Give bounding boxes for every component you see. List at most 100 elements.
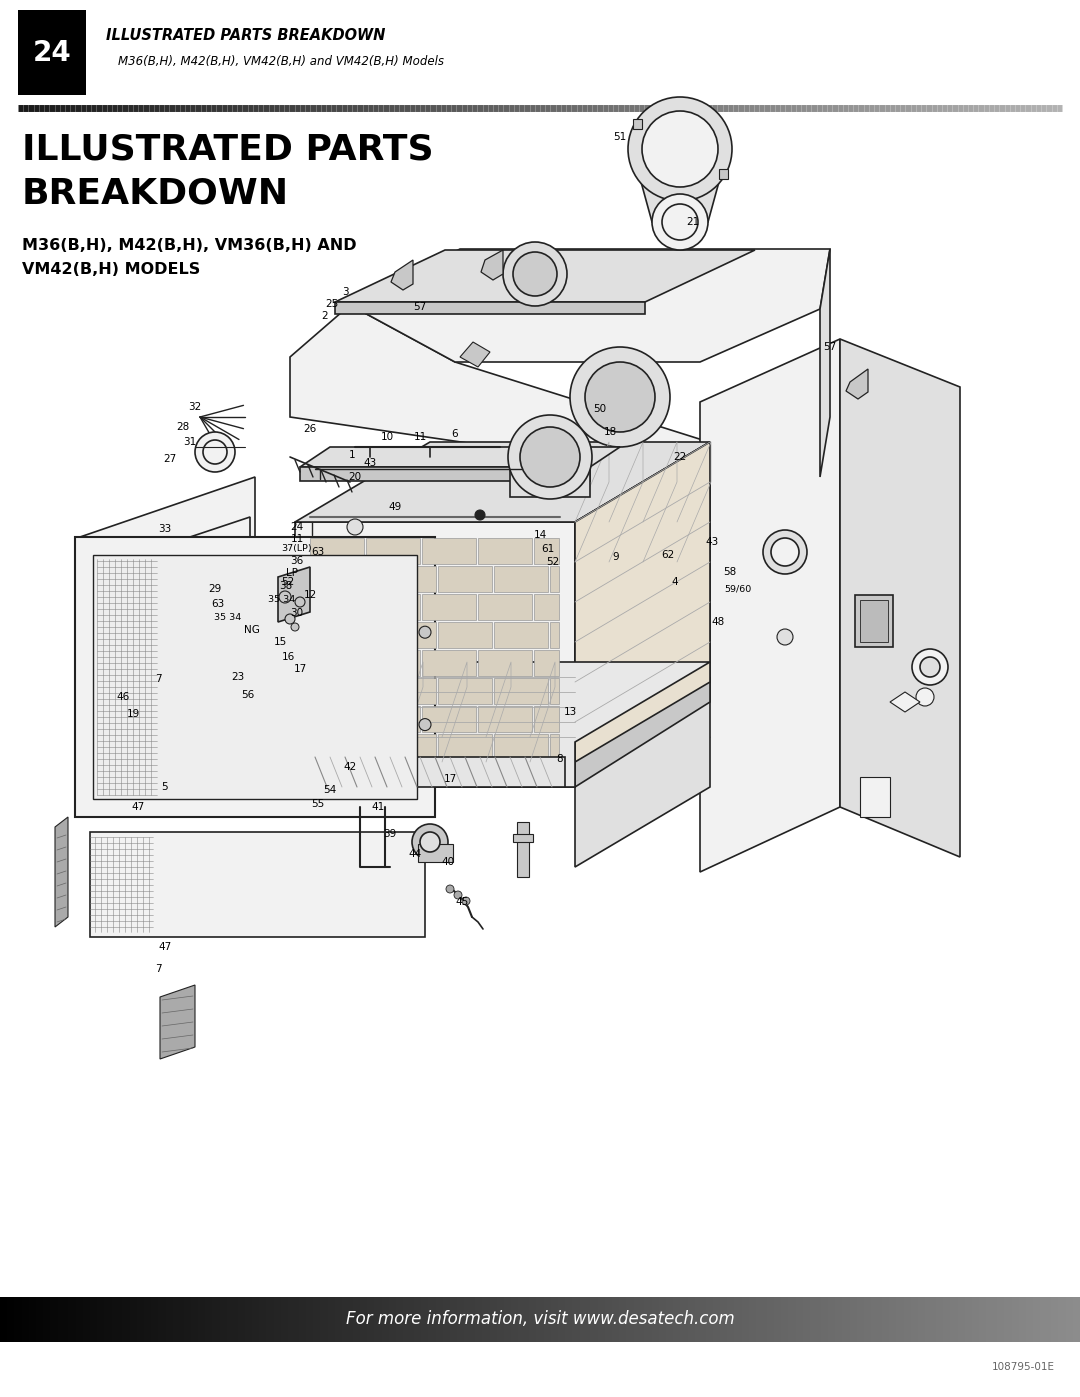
Bar: [1055, 1296, 1058, 1343]
Text: 13: 13: [564, 707, 577, 717]
Bar: [208, 1296, 213, 1343]
Bar: [494, 566, 548, 592]
Bar: [478, 1296, 483, 1343]
Circle shape: [446, 886, 454, 893]
Text: 32: 32: [188, 402, 202, 412]
Bar: [353, 1296, 356, 1343]
Text: 48: 48: [712, 617, 725, 627]
Bar: [1066, 1296, 1069, 1343]
Bar: [680, 1296, 685, 1343]
Text: 28: 28: [176, 422, 190, 432]
Bar: [306, 1296, 310, 1343]
Polygon shape: [291, 305, 820, 476]
Bar: [83, 1296, 86, 1343]
Bar: [983, 1296, 987, 1343]
Bar: [666, 1296, 670, 1343]
Bar: [534, 538, 559, 564]
Circle shape: [462, 897, 470, 905]
Bar: [781, 1296, 785, 1343]
Bar: [1012, 1296, 1015, 1343]
Bar: [508, 1296, 512, 1343]
Bar: [32, 1296, 37, 1343]
Bar: [424, 1296, 429, 1343]
Bar: [742, 1296, 745, 1343]
Polygon shape: [93, 555, 417, 799]
Text: 57: 57: [823, 342, 837, 352]
Polygon shape: [160, 985, 195, 1059]
Polygon shape: [391, 260, 413, 291]
Circle shape: [519, 427, 580, 488]
Bar: [1023, 1296, 1026, 1343]
Text: 35 34: 35 34: [268, 595, 296, 604]
Text: 41: 41: [372, 802, 384, 812]
Bar: [500, 1296, 504, 1343]
Bar: [713, 1296, 717, 1343]
Circle shape: [777, 629, 793, 645]
Bar: [900, 1296, 904, 1343]
Bar: [1044, 1296, 1048, 1343]
Bar: [532, 1296, 537, 1343]
Bar: [756, 1296, 760, 1343]
Bar: [332, 1296, 335, 1343]
Bar: [154, 1296, 159, 1343]
Bar: [799, 1296, 804, 1343]
Bar: [3, 1296, 8, 1343]
Text: 26: 26: [303, 425, 316, 434]
Bar: [54, 1296, 58, 1343]
Bar: [551, 1296, 555, 1343]
Text: 1: 1: [349, 450, 355, 460]
Circle shape: [295, 597, 305, 608]
Polygon shape: [460, 342, 490, 367]
Bar: [774, 1296, 778, 1343]
Polygon shape: [350, 249, 831, 362]
Text: 29: 29: [208, 584, 221, 594]
Bar: [821, 1296, 825, 1343]
Bar: [281, 1296, 285, 1343]
Bar: [994, 1296, 998, 1343]
Bar: [720, 1296, 724, 1343]
Bar: [576, 1296, 580, 1343]
Bar: [623, 1296, 626, 1343]
Bar: [418, 1296, 421, 1343]
Bar: [202, 1296, 205, 1343]
Bar: [349, 1296, 353, 1343]
Text: 24: 24: [32, 39, 71, 67]
Bar: [400, 1296, 404, 1343]
Bar: [569, 1296, 572, 1343]
Text: 15: 15: [273, 637, 286, 647]
Bar: [550, 678, 559, 704]
Bar: [727, 1296, 731, 1343]
Bar: [382, 733, 436, 760]
Bar: [677, 1296, 680, 1343]
Bar: [961, 1296, 966, 1343]
Bar: [504, 1296, 508, 1343]
Bar: [245, 1296, 248, 1343]
Bar: [534, 594, 559, 620]
Bar: [475, 1296, 480, 1343]
Bar: [792, 1296, 796, 1343]
Text: 58: 58: [724, 567, 737, 577]
Bar: [958, 1296, 961, 1343]
Bar: [478, 705, 532, 732]
Text: 25: 25: [325, 299, 339, 309]
Bar: [904, 1296, 907, 1343]
Circle shape: [652, 194, 708, 250]
Text: 57: 57: [414, 302, 427, 312]
Bar: [534, 705, 559, 732]
Polygon shape: [890, 692, 920, 712]
Bar: [57, 1296, 62, 1343]
Text: M36(B,H), M42(B,H), VM36(B,H) AND: M36(B,H), M42(B,H), VM36(B,H) AND: [22, 237, 356, 253]
Bar: [429, 1296, 432, 1343]
Text: 27: 27: [163, 454, 177, 464]
Bar: [230, 1296, 234, 1343]
Bar: [126, 1296, 130, 1343]
Bar: [422, 538, 476, 564]
Bar: [586, 1296, 591, 1343]
Bar: [910, 1296, 915, 1343]
Bar: [478, 594, 532, 620]
Bar: [637, 1296, 642, 1343]
Bar: [457, 1296, 461, 1343]
Bar: [1051, 1296, 1055, 1343]
Circle shape: [662, 204, 698, 240]
Bar: [313, 1296, 318, 1343]
